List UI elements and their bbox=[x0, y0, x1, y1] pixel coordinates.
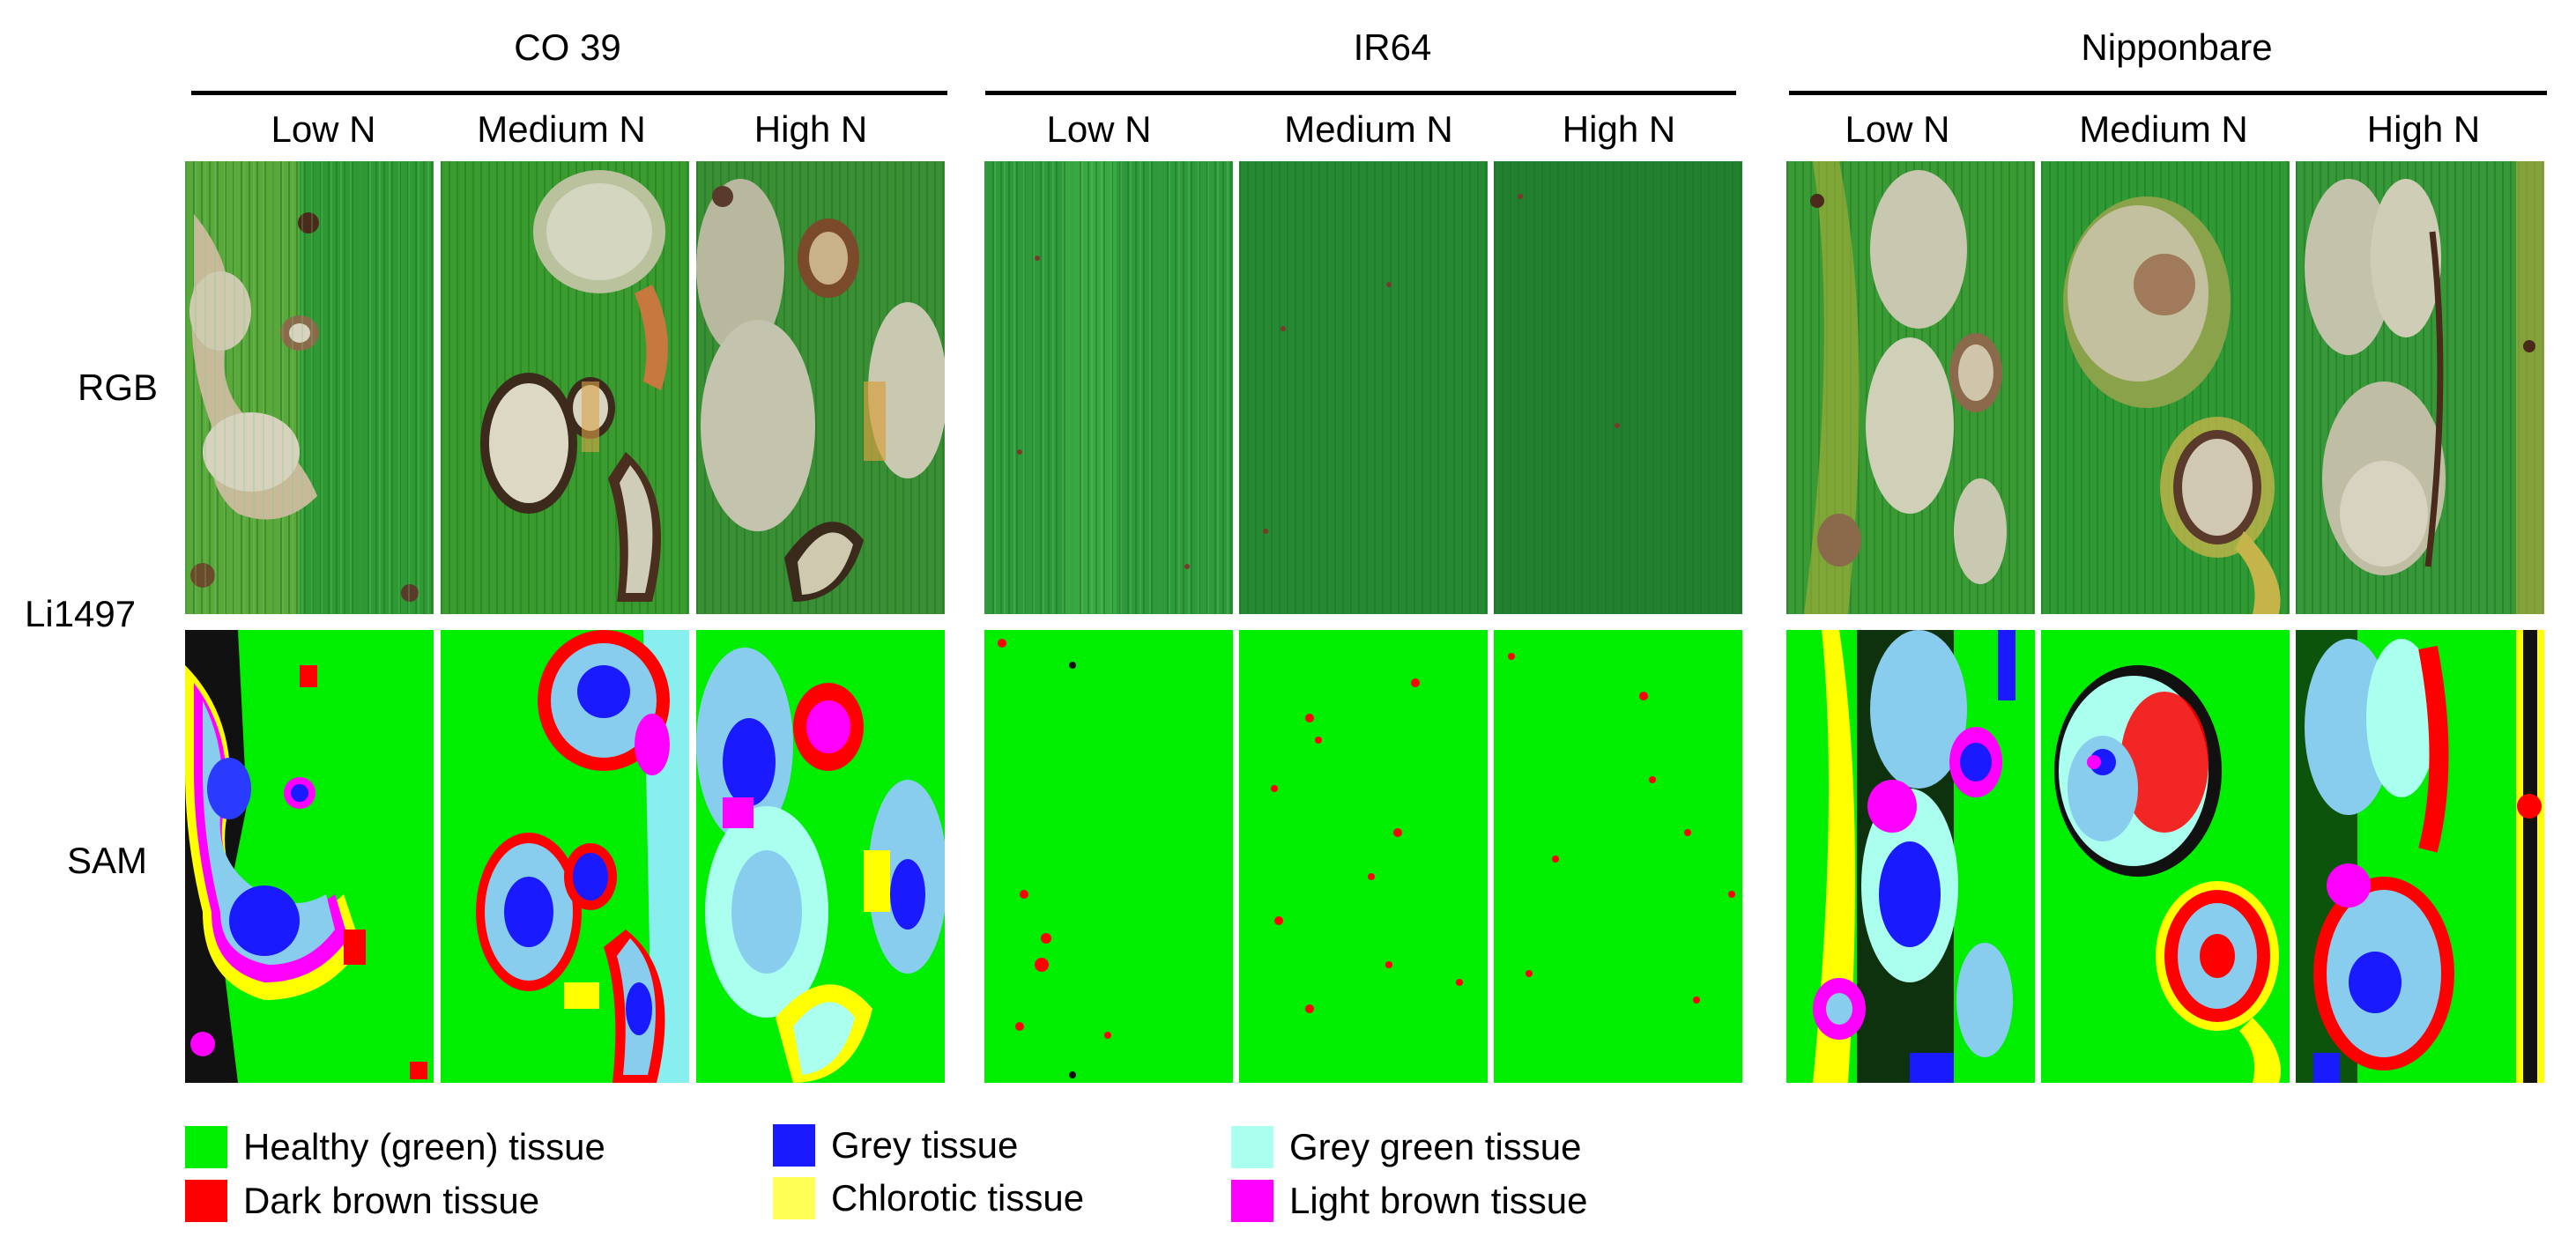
group-underline-co39 bbox=[191, 91, 947, 95]
legend-label-healthy: Healthy (green) tissue bbox=[243, 1126, 605, 1167]
rgb-image-co39-low-n bbox=[185, 161, 434, 614]
group-underline-nipponbare bbox=[1789, 91, 2547, 95]
group-title-ir64: IR64 bbox=[1353, 26, 1432, 68]
row-label-isolate: Li1497 bbox=[25, 593, 137, 634]
rgb-image-co39-high-n bbox=[696, 161, 945, 614]
sam-image-nipponbare-high-n bbox=[2296, 630, 2544, 1083]
legend-item-grey-tissue: Grey tissue bbox=[773, 1123, 1018, 1167]
column-header-co39-low-n: Low N bbox=[271, 108, 376, 150]
legend-swatch-grey bbox=[773, 1124, 815, 1167]
column-header-ir64-high-n: High N bbox=[1562, 108, 1676, 150]
legend-item-light-brown-tissue: Light brown tissue bbox=[1231, 1179, 1588, 1223]
legend-swatch-healthy bbox=[185, 1126, 227, 1168]
group-title-co39: CO 39 bbox=[514, 26, 621, 68]
legend-item-dark-brown-tissue: Dark brown tissue bbox=[185, 1179, 539, 1223]
legend-label-light-brown: Light brown tissue bbox=[1289, 1180, 1588, 1221]
row-label-sam: SAM bbox=[67, 840, 148, 881]
rgb-image-co39-medium-n bbox=[441, 161, 689, 614]
column-header-nipponbare-low-n: Low N bbox=[1845, 108, 1950, 150]
column-header-co39-high-n: High N bbox=[753, 108, 868, 150]
column-header-ir64-low-n: Low N bbox=[1046, 108, 1152, 150]
sam-image-co39-low-n bbox=[185, 630, 434, 1083]
legend-label-grey-green: Grey green tissue bbox=[1289, 1126, 1582, 1167]
row-label-rgb: RGB bbox=[78, 367, 159, 408]
column-header-co39-medium-n: Medium N bbox=[477, 108, 646, 150]
column-header-nipponbare-high-n: High N bbox=[2366, 108, 2481, 150]
rgb-image-nipponbare-high-n bbox=[2296, 161, 2544, 614]
sam-image-co39-medium-n bbox=[441, 630, 689, 1083]
rgb-image-ir64-high-n bbox=[1494, 161, 1742, 614]
rgb-image-ir64-low-n bbox=[984, 161, 1233, 614]
legend-item-grey-green-tissue: Grey green tissue bbox=[1231, 1125, 1582, 1169]
rgb-image-nipponbare-low-n bbox=[1786, 161, 2035, 614]
sam-image-ir64-medium-n bbox=[1239, 630, 1488, 1083]
sam-image-nipponbare-medium-n bbox=[2041, 630, 2290, 1083]
rgb-image-nipponbare-medium-n bbox=[2041, 161, 2290, 614]
legend-label-dark-brown: Dark brown tissue bbox=[243, 1180, 540, 1221]
legend-swatch-dark-brown bbox=[185, 1180, 227, 1222]
legend-swatch-light-brown bbox=[1231, 1180, 1273, 1222]
legend-label-chlorotic: Chlorotic tissue bbox=[831, 1177, 1085, 1219]
sam-image-ir64-high-n bbox=[1494, 630, 1742, 1083]
legend-swatch-grey-green bbox=[1231, 1126, 1273, 1168]
group-title-nipponbare: Nipponbare bbox=[2081, 26, 2273, 68]
legend-label-grey: Grey tissue bbox=[831, 1124, 1019, 1166]
column-header-nipponbare-medium-n: Medium N bbox=[2079, 108, 2248, 150]
rgb-image-ir64-medium-n bbox=[1239, 161, 1488, 614]
sam-image-co39-high-n bbox=[696, 630, 945, 1083]
legend-item-healthy-tissue: Healthy (green) tissue bbox=[185, 1125, 605, 1169]
sam-image-nipponbare-low-n bbox=[1786, 630, 2035, 1083]
column-header-ir64-medium-n: Medium N bbox=[1284, 108, 1453, 150]
group-underline-ir64 bbox=[985, 91, 1736, 95]
sam-image-ir64-low-n bbox=[984, 630, 1233, 1083]
legend-swatch-chlorotic bbox=[773, 1177, 815, 1219]
legend-item-chlorotic-tissue: Chlorotic tissue bbox=[773, 1176, 1084, 1220]
